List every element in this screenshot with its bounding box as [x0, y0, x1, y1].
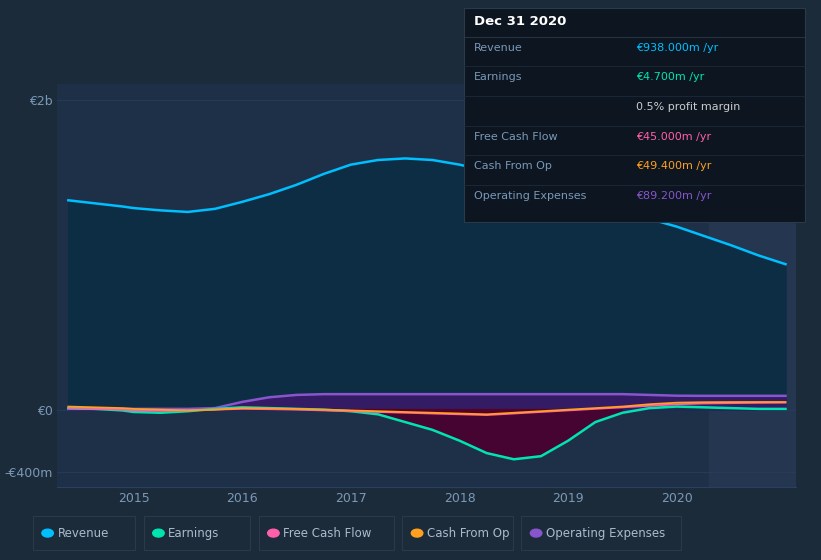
Text: €49.400m /yr: €49.400m /yr — [636, 161, 712, 171]
Text: Cash From Op: Cash From Op — [427, 526, 509, 540]
Text: €89.200m /yr: €89.200m /yr — [636, 191, 712, 201]
Text: €45.000m /yr: €45.000m /yr — [636, 132, 712, 142]
Text: €4.700m /yr: €4.700m /yr — [636, 72, 704, 82]
Text: Earnings: Earnings — [474, 72, 522, 82]
Text: Free Cash Flow: Free Cash Flow — [474, 132, 557, 142]
Text: Earnings: Earnings — [168, 526, 220, 540]
Bar — [709, 84, 821, 487]
Text: Dec 31 2020: Dec 31 2020 — [474, 15, 566, 28]
Text: 0.5% profit margin: 0.5% profit margin — [636, 102, 741, 112]
Text: Free Cash Flow: Free Cash Flow — [283, 526, 372, 540]
Text: Revenue: Revenue — [57, 526, 109, 540]
Text: Revenue: Revenue — [474, 43, 522, 53]
Text: Cash From Op: Cash From Op — [474, 161, 552, 171]
Text: Operating Expenses: Operating Expenses — [474, 191, 586, 201]
Text: €938.000m /yr: €938.000m /yr — [636, 43, 718, 53]
Text: Operating Expenses: Operating Expenses — [546, 526, 665, 540]
